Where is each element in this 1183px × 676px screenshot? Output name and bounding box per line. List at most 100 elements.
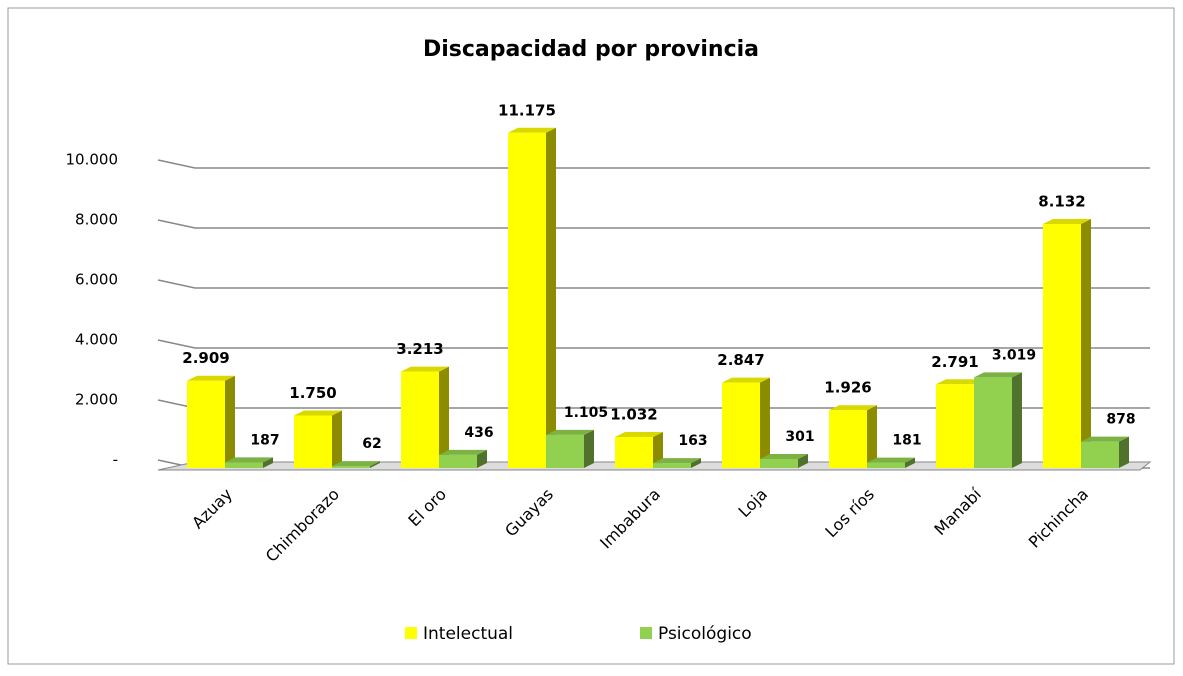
bar-side <box>439 366 449 468</box>
grid-line-side <box>157 159 196 169</box>
bar-side <box>905 457 915 468</box>
legend-label: Psicológico <box>658 624 752 644</box>
value-label: 2.847 <box>717 351 764 369</box>
legend-label: Intelectual <box>423 624 513 644</box>
bar-front <box>332 466 370 468</box>
bar-front <box>936 384 974 468</box>
value-label: 1.750 <box>289 384 336 402</box>
bar-front <box>546 434 584 468</box>
bar-side <box>225 375 235 468</box>
value-label: 62 <box>362 436 381 452</box>
chart-title: Discapacidad por provincia <box>423 37 759 62</box>
bar-top <box>974 372 1022 378</box>
bar-top <box>1043 219 1091 225</box>
bar-side <box>1081 219 1091 468</box>
legend-swatch <box>405 627 417 639</box>
grid-line-side <box>157 279 196 289</box>
bar-front <box>722 382 760 468</box>
bar-front <box>187 380 225 468</box>
bar-side <box>370 461 380 468</box>
value-label: 301 <box>785 429 814 445</box>
bar-front <box>615 437 653 468</box>
bar-side <box>867 405 877 468</box>
value-label: 3.019 <box>992 347 1036 363</box>
bar-front <box>974 377 1012 468</box>
bar-front <box>1043 224 1081 468</box>
bar-top <box>615 432 663 438</box>
value-label: 436 <box>464 425 493 441</box>
bar-side <box>584 429 594 468</box>
bar-side <box>653 432 663 468</box>
grid-line-side <box>157 339 196 349</box>
y-tick-label: 2.000 <box>75 391 118 409</box>
bar-side <box>332 410 342 468</box>
bar <box>187 375 235 468</box>
bar <box>1043 219 1091 468</box>
bar-top <box>653 458 701 464</box>
bar <box>508 127 556 468</box>
chart-frame <box>7 7 1175 665</box>
value-label: 163 <box>678 433 707 449</box>
value-label: 1.926 <box>824 379 871 397</box>
bar-top <box>225 457 273 463</box>
bar-top <box>722 377 770 383</box>
bar-side <box>1119 436 1129 468</box>
bar <box>439 449 487 468</box>
legend-swatch <box>640 627 652 639</box>
value-label: 2.909 <box>182 349 229 367</box>
bar-side <box>263 457 273 468</box>
bar <box>722 377 770 468</box>
bar-top <box>332 461 380 467</box>
bar-side <box>691 458 701 468</box>
bar-side <box>546 127 556 468</box>
bar <box>1081 436 1129 468</box>
bar <box>546 429 594 468</box>
value-label: 187 <box>250 432 279 448</box>
bar-front <box>829 410 867 468</box>
bar-top <box>187 375 235 381</box>
bar-top <box>294 410 342 416</box>
value-label: 1.105 <box>564 405 608 421</box>
bar <box>867 457 915 468</box>
bar-side <box>477 449 487 468</box>
bar-top <box>1081 436 1129 442</box>
y-tick-label: 10.000 <box>66 151 119 169</box>
bar <box>760 453 808 468</box>
bar-front <box>760 458 798 468</box>
bar-front <box>867 462 905 468</box>
y-tick-label: 8.000 <box>75 211 118 229</box>
y-tick-label: - <box>113 451 118 469</box>
bar-top <box>546 429 594 435</box>
value-label: 1.032 <box>610 406 657 424</box>
bar-top <box>401 366 449 372</box>
value-label: 3.213 <box>396 340 443 358</box>
bar <box>225 457 273 468</box>
bar-top <box>439 449 487 455</box>
bar-top <box>936 379 984 385</box>
bar-top <box>867 457 915 463</box>
bar <box>974 372 1022 468</box>
value-label: 2.791 <box>931 353 978 371</box>
bar <box>615 432 663 468</box>
bar <box>332 461 380 468</box>
y-tick-label: 6.000 <box>75 271 118 289</box>
bar-side <box>1012 372 1022 468</box>
bar <box>653 458 701 468</box>
bar-front <box>439 454 477 468</box>
bar-front <box>653 463 691 468</box>
bar-side <box>760 377 770 468</box>
bar-front <box>294 415 332 468</box>
bar-front <box>401 371 439 468</box>
bar-top <box>829 405 877 411</box>
grid-line-side <box>157 219 196 229</box>
bar-front <box>225 462 263 468</box>
bar-side <box>798 453 808 468</box>
bar-top <box>760 453 808 459</box>
bar <box>401 366 449 468</box>
bar-top <box>508 127 556 133</box>
bar <box>829 405 877 468</box>
value-label: 8.132 <box>1038 193 1085 211</box>
bar <box>294 410 342 468</box>
bar-front <box>508 132 546 468</box>
